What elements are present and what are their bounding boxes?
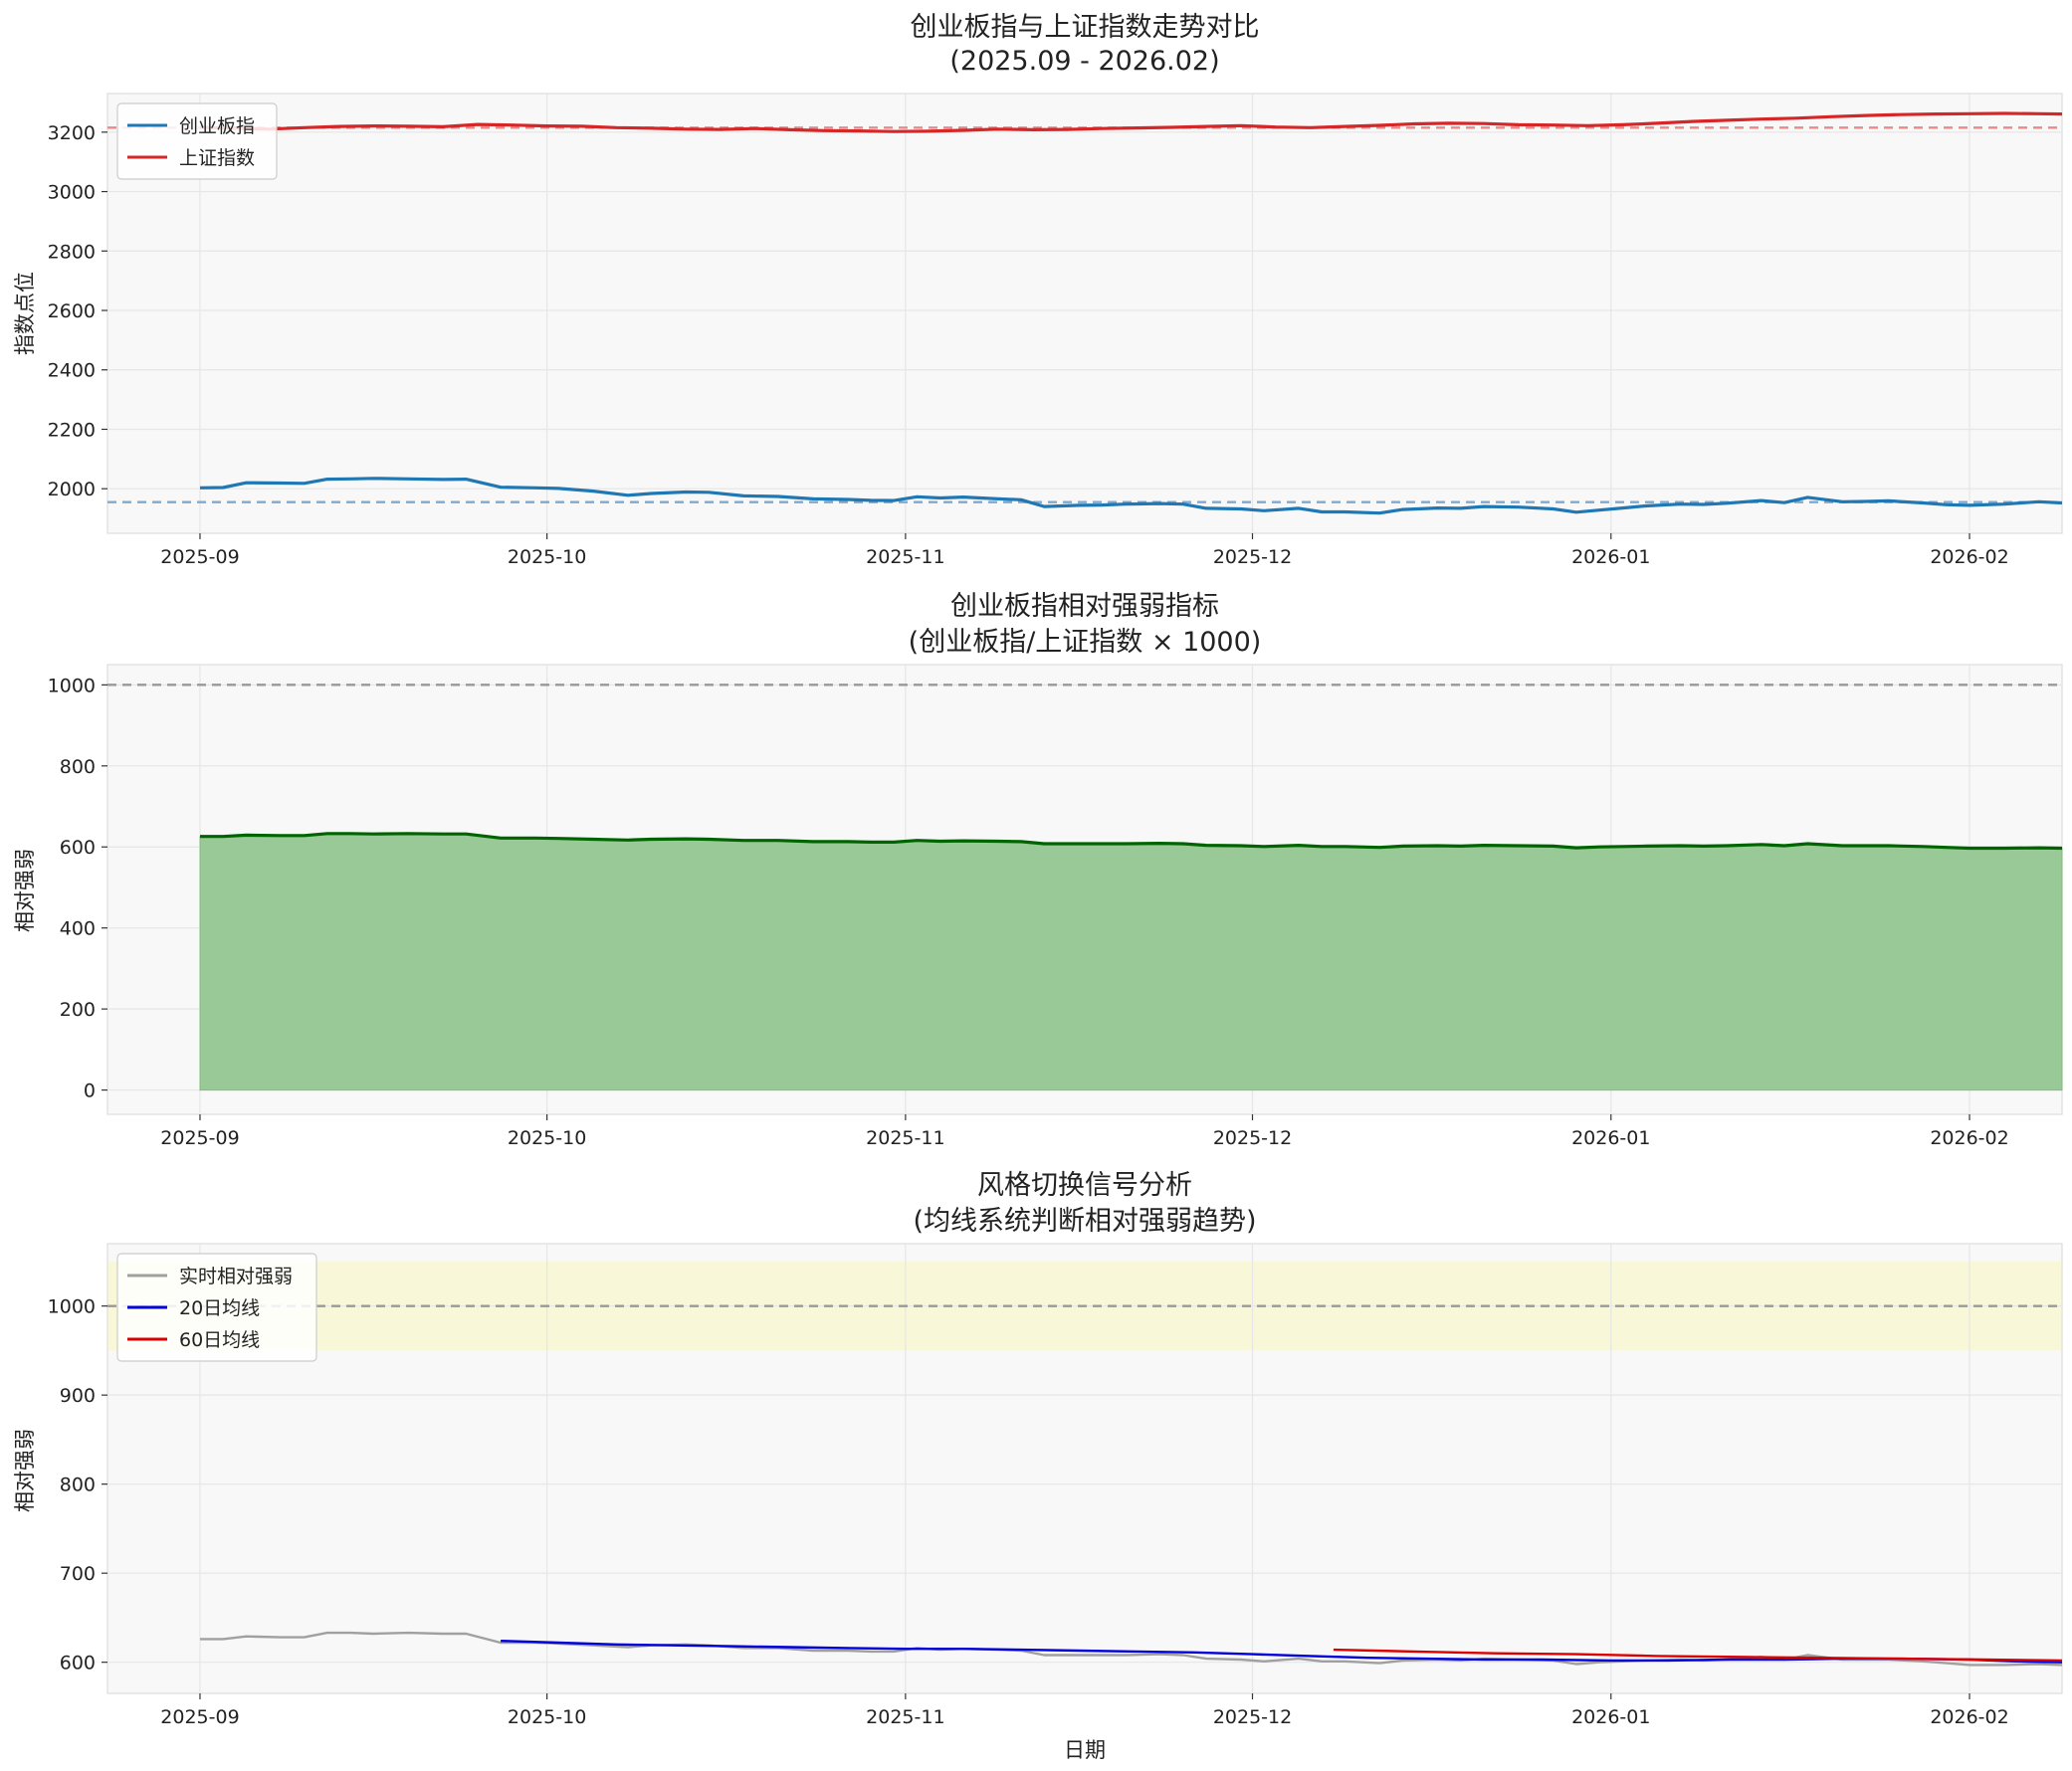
- y-tick-label: 2400: [48, 360, 96, 382]
- y-tick-label: 3000: [48, 182, 96, 204]
- series-line-2: [199, 111, 2063, 133]
- chart-2-series: [199, 832, 2063, 1091]
- x-tick-label: 2025-11: [866, 1706, 944, 1728]
- chart-2-y-axis: 0 200 400 600 800 1000: [48, 675, 107, 1102]
- y-tick-label: 0: [84, 1081, 96, 1102]
- y-tick-label: 600: [60, 1653, 96, 1674]
- x-tick-label: 2025-11: [866, 1127, 944, 1149]
- chart-1-ylabel: 指数点位: [13, 272, 37, 355]
- x-tick-label: 2025-10: [508, 1127, 586, 1149]
- area-fill: [199, 833, 2063, 1091]
- x-tick-label: 2026-01: [1571, 1127, 1650, 1149]
- y-tick-label: 2000: [48, 479, 96, 500]
- y-tick-label: 400: [60, 918, 96, 940]
- chart-1-plot-area: [106, 93, 2063, 534]
- series-line-3: [1333, 1648, 2063, 1663]
- y-tick-label: 200: [60, 999, 96, 1021]
- chart-1-grid: [107, 94, 2062, 533]
- legend-label: 创业板指: [179, 115, 255, 137]
- series-line-1: [199, 477, 2063, 515]
- x-tick-label: 2026-02: [1930, 1706, 2008, 1728]
- chart-1-series: [199, 111, 2063, 515]
- series-line-1: [200, 832, 2063, 851]
- y-tick-label: 1000: [48, 675, 96, 696]
- x-tick-label: 2026-01: [1571, 546, 1650, 568]
- x-tick-label: 2025-12: [1213, 546, 1292, 568]
- chart-1-title: 创业板指与上证指数走势对比: [911, 12, 1260, 43]
- x-tick-label: 2025-12: [1213, 1706, 1292, 1728]
- y-tick-label: 2800: [48, 241, 96, 263]
- chart-3-ylabel: 相对强弱: [13, 1429, 37, 1512]
- chart-3-xlabel: 日期: [1064, 1738, 1106, 1762]
- x-tick-label: 2026-02: [1930, 1127, 2008, 1149]
- y-tick-label: 800: [60, 1475, 96, 1496]
- x-tick-label: 2025-10: [508, 546, 586, 568]
- chart-1-x-axis: 2025-09 2025-10 2025-11 2025-12 2026-01 2026-…: [160, 533, 2009, 568]
- chart-2-title: 创业板指相对强弱指标: [950, 591, 1219, 622]
- x-tick-label: 2025-10: [508, 1706, 586, 1728]
- chart-3-series: [200, 1631, 2063, 1667]
- chart-panel-2: 创业板指相对强弱指标 (创业板指/上证指数 × 1000) 0 200 400 600…: [13, 591, 2063, 1149]
- chart-2-ylabel: 相对强弱: [13, 849, 37, 932]
- chart-3-y-axis: 600 700 800 900 1000: [48, 1296, 107, 1674]
- x-tick-label: 2025-09: [160, 1706, 239, 1728]
- y-tick-label: 800: [60, 756, 96, 778]
- chart-3-x-axis: 2025-09 2025-10 2025-11 2025-12 2026-01 2026-…: [160, 1693, 2009, 1728]
- legend-box: [116, 102, 278, 180]
- x-tick-label: 2025-09: [160, 546, 239, 568]
- y-tick-label: 1000: [48, 1296, 96, 1318]
- chart-panel-3: 风格切换信号分析 (均线系统判断相对强弱趋势) 600 700 800 900 1000…: [13, 1170, 2063, 1762]
- series-line-2: [501, 1640, 2063, 1664]
- legend-label: 实时相对强弱: [179, 1266, 293, 1287]
- x-tick-label: 2025-12: [1213, 1127, 1292, 1149]
- legend-label: 60日均线: [179, 1329, 260, 1351]
- chart-2-x-axis: 2025-09 2025-10 2025-11 2025-12 2026-01 2026-…: [160, 1114, 2009, 1149]
- chart-panel-1: 创业板指与上证指数走势对比 (2025.09 - 2026.02) 2000 22…: [13, 12, 2063, 568]
- x-tick-label: 2025-09: [160, 1127, 239, 1149]
- y-tick-label: 2600: [48, 300, 96, 322]
- y-tick-label: 900: [60, 1385, 96, 1407]
- y-tick-label: 600: [60, 837, 96, 859]
- chart-1-subtitle: (2025.09 - 2026.02): [949, 46, 1219, 77]
- chart-1-y-axis: 2000 2200 2400 2600 2800 3000 3200: [48, 122, 107, 500]
- x-tick-label: 2025-11: [866, 546, 944, 568]
- y-tick-label: 700: [60, 1563, 96, 1585]
- legend-box: [116, 1253, 317, 1362]
- y-tick-label: 2200: [48, 419, 96, 441]
- legend-label: 20日均线: [179, 1297, 260, 1319]
- chart-3-subtitle: (均线系统判断相对强弱趋势): [913, 1206, 1256, 1237]
- x-tick-label: 2026-02: [1930, 546, 2008, 568]
- chart-2-subtitle: (创业板指/上证指数 × 1000): [909, 627, 1262, 658]
- x-tick-label: 2026-01: [1571, 1706, 1650, 1728]
- chart-3-title: 风格切换信号分析: [977, 1170, 1192, 1201]
- y-tick-label: 3200: [48, 122, 96, 144]
- legend-label: 上证指数: [179, 147, 255, 169]
- chart-3-legend: 实时相对强弱 20日均线 60日均线: [116, 1253, 317, 1362]
